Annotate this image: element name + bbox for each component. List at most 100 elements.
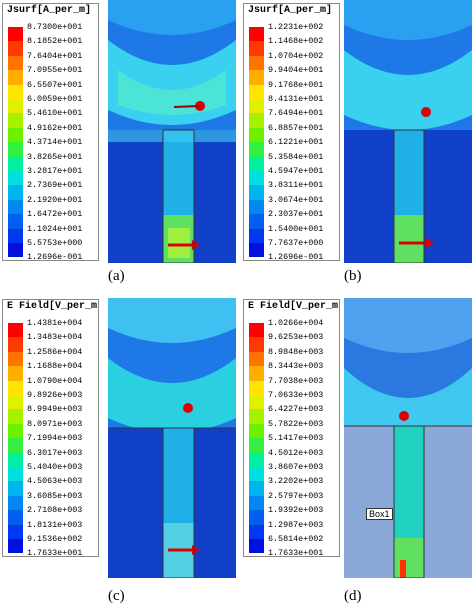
- legend-tick-label: 8.0971e+003: [27, 418, 83, 429]
- legend-tick-label: 1.2586e+004: [27, 346, 83, 357]
- color-swatch: [8, 41, 23, 56]
- legend-tick-label: 1.1468e+002: [268, 36, 324, 47]
- legend-tick-label: 1.1024e+001: [27, 223, 83, 234]
- legend-tick-label: 8.9848e+003: [268, 346, 324, 357]
- color-swatch: [249, 524, 264, 539]
- color-swatch: [8, 243, 23, 258]
- legend-tick-label: 8.1852e+001: [27, 36, 83, 47]
- legend-tick-label: 7.6404e+001: [27, 50, 83, 61]
- color-swatch: [249, 41, 264, 56]
- legend-tick-label: 6.4227e+003: [268, 404, 324, 415]
- legend-tick-label: 4.9162e+001: [27, 122, 83, 133]
- color-swatch: [8, 214, 23, 229]
- color-swatch: [249, 214, 264, 229]
- legend-tick-label: 1.9392e+003: [268, 505, 324, 516]
- legend-tick-label: 6.1221e+001: [268, 137, 324, 148]
- field-plot-d: [344, 298, 472, 578]
- field-plot-b: [344, 0, 472, 263]
- legend-tick-label: 9.1536e+002: [27, 534, 83, 544]
- box-label: Box1: [366, 508, 393, 520]
- color-swatch: [8, 438, 23, 453]
- legend-tick-label: 1.0266e+004: [268, 318, 324, 328]
- legend-tick-label: 1.2696e-001: [268, 252, 324, 263]
- color-swatch: [8, 156, 23, 171]
- legend-tick-label: 3.8265e+001: [27, 151, 83, 162]
- color-swatch: [8, 171, 23, 186]
- legend-tick-label: 1.3483e+004: [27, 332, 83, 343]
- legend-tick-label: 4.5947e+001: [268, 166, 324, 176]
- legend-tick-label: 7.7637e+000: [268, 238, 324, 248]
- color-swatch: [8, 84, 23, 99]
- legend-tick-label: 8.3443e+003: [268, 361, 324, 372]
- legend-title: Jsurf[A_per_m]: [7, 5, 92, 16]
- color-swatch: [8, 409, 23, 424]
- legend-tick-label: 1.0704e+002: [268, 50, 324, 61]
- color-swatch: [249, 423, 264, 439]
- panel-d: E Field[V_per_m 1.0266e+004 9.6253e+003 8.…: [240, 296, 474, 616]
- legend-tick-label: 2.7108e+003: [27, 505, 83, 516]
- color-swatch: [249, 395, 264, 410]
- legend-tick-label: 6.5507e+001: [27, 79, 83, 90]
- legend-tick-label: 1.6472e+001: [27, 209, 83, 220]
- color-swatch: [249, 243, 264, 258]
- field-plot-svg: [344, 298, 472, 578]
- field-plot-a: [108, 0, 236, 263]
- legend-tick-label: 4.3714e+001: [27, 137, 83, 148]
- legend-tick-label: 4.5012e+003: [268, 447, 324, 458]
- legend-tick-label: 6.8857e+001: [268, 122, 324, 133]
- color-swatch: [249, 127, 264, 143]
- legend-b: Jsurf[A_per_m] 1.2231e+002 1.1468e+002 1.0…: [243, 3, 340, 263]
- color-swatch: [249, 84, 264, 99]
- legend-tick-label: 5.7822e+003: [268, 418, 324, 429]
- legend-tick-label: 6.3017e+003: [27, 447, 83, 458]
- legend-tick-label: 4.5063e+003: [27, 476, 83, 487]
- legend-tick-label: 1.2231e+002: [268, 22, 324, 32]
- legend-tick-label: 7.6494e+001: [268, 108, 324, 119]
- legend-c: E Field[V_per_m 1.4381e+004 1.3483e+004 1.…: [2, 299, 99, 559]
- legend-tick-label: 2.5797e+003: [268, 490, 324, 501]
- color-swatch: [249, 171, 264, 186]
- color-swatch: [8, 351, 23, 367]
- color-swatch: [249, 99, 264, 114]
- legend-tick-label: 2.1920e+001: [27, 194, 83, 205]
- legend-title: Jsurf[A_per_m]: [248, 5, 333, 16]
- color-swatch: [8, 99, 23, 114]
- color-swatch: [249, 142, 264, 157]
- color-swatch: [8, 510, 23, 525]
- legend-tick-label: 1.1688e+004: [27, 361, 83, 372]
- legend-tick-label: 8.7300e+001: [27, 22, 83, 32]
- color-swatch: [249, 380, 264, 395]
- legend-tick-label: 7.7038e+003: [268, 375, 324, 386]
- color-swatch: [8, 185, 23, 200]
- legend-tick-label: 9.8926e+003: [27, 390, 83, 400]
- color-swatch: [8, 337, 23, 352]
- color-swatch: [8, 423, 23, 439]
- legend-tick-label: 6.5814e+002: [268, 534, 324, 544]
- legend-tick-label: 3.0674e+001: [268, 194, 324, 205]
- legend-tick-label: 7.0955e+001: [27, 65, 83, 76]
- legend-tick-label: 3.6085e+003: [27, 490, 83, 501]
- legend-tick-label: 9.9404e+001: [268, 65, 324, 76]
- color-swatch: [249, 55, 264, 71]
- legend-title: E Field[V_per_m: [7, 301, 98, 312]
- legend-tick-label: 9.1768e+001: [268, 79, 324, 90]
- color-swatch: [8, 467, 23, 482]
- color-swatch: [249, 495, 264, 511]
- legend-tick-label: 1.4381e+004: [27, 318, 83, 328]
- legend-tick-label: 1.2987e+003: [268, 519, 324, 530]
- color-swatch: [8, 27, 23, 42]
- field-plot-svg: [344, 0, 472, 263]
- color-swatch: [249, 351, 264, 367]
- color-swatch: [8, 142, 23, 157]
- legend-tick-label: 6.0059e+001: [27, 94, 83, 104]
- legend-tick-label: 9.6253e+003: [268, 332, 324, 343]
- field-plot-c: [108, 298, 236, 578]
- legend-tick-label: 1.0790e+004: [27, 375, 83, 386]
- color-swatch: [249, 337, 264, 352]
- legend-tick-label: 1.5400e+001: [268, 223, 324, 234]
- legend-tick-label: 1.7633e+001: [27, 548, 83, 559]
- legend-a: Jsurf[A_per_m] 8.7300e+001 8.1852e+001 7.6…: [2, 3, 99, 262]
- color-swatch: [8, 495, 23, 511]
- panel-b: Jsurf[A_per_m] 1.2231e+002 1.1468e+002 1.0…: [240, 0, 474, 300]
- legend-tick-label: 3.8607e+003: [268, 462, 324, 472]
